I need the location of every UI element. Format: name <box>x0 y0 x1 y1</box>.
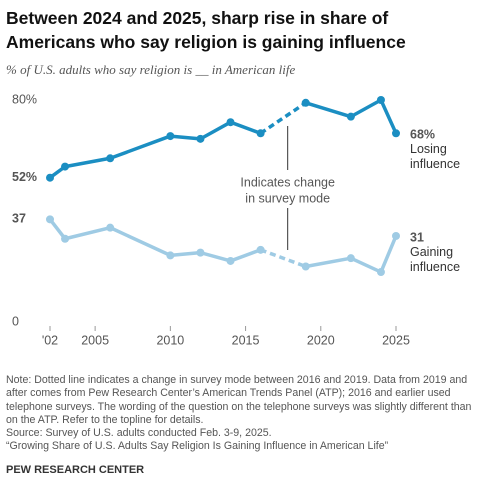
y-tick-label: 80% <box>12 92 37 106</box>
source: Source: Survey of U.S. adults conducted … <box>6 427 272 440</box>
point <box>166 251 175 260</box>
line-segment <box>260 248 307 269</box>
point <box>392 129 400 138</box>
annotation: Indicates change <box>240 175 335 189</box>
line-segment <box>305 101 352 119</box>
data-label: 68% <box>410 128 435 142</box>
line-segment <box>379 99 398 135</box>
line-segment <box>170 250 201 258</box>
line-segment <box>64 156 111 169</box>
line-segment <box>350 256 382 274</box>
x-tick-label: 2005 <box>81 333 109 347</box>
x-tick-label: 2025 <box>382 333 410 347</box>
line-segment <box>199 250 231 263</box>
point <box>61 162 70 171</box>
x-tick-label: 2020 <box>307 333 335 347</box>
y-tick-label: 0 <box>12 314 19 328</box>
line-segment <box>170 134 201 141</box>
citation: “Growing Share of U.S. Adults Say Religi… <box>6 440 389 453</box>
data-label: 52% <box>12 170 37 184</box>
note: Note: Dotted line indicates a change in … <box>6 374 472 426</box>
point <box>226 118 235 127</box>
point <box>301 98 310 107</box>
line-segment <box>350 98 382 119</box>
line-segment <box>305 256 352 269</box>
chart-subtitle: % of U.S. adults who say religion is __ … <box>6 62 296 77</box>
point <box>106 154 115 163</box>
footer: PEW RESEARCH CENTER <box>6 464 145 476</box>
point <box>46 215 54 224</box>
point <box>166 132 175 141</box>
point <box>346 254 355 263</box>
x-tick-label: 2010 <box>156 333 184 347</box>
line-segment <box>109 134 171 160</box>
line-segment <box>64 225 111 241</box>
point <box>376 268 385 277</box>
data-label: 31 <box>410 230 424 244</box>
legend-label: Losing influence <box>410 142 461 172</box>
point <box>106 223 115 232</box>
legend-label: Gaining influence <box>410 244 461 274</box>
line-segment <box>109 226 172 257</box>
point <box>376 96 385 104</box>
point <box>46 173 54 182</box>
notes: Note: Dotted line indicates a change in … <box>6 374 472 454</box>
point <box>196 248 205 257</box>
line-segment <box>229 248 262 263</box>
line-segment <box>379 235 398 273</box>
point <box>61 234 70 243</box>
point <box>301 262 310 271</box>
point <box>346 112 355 121</box>
x-tick-label: 2015 <box>232 333 260 347</box>
point <box>256 129 265 138</box>
line-segment <box>259 101 307 135</box>
annotation: in survey mode <box>245 191 330 205</box>
point <box>256 245 265 254</box>
line-segment <box>199 120 232 141</box>
x-tick-label: '02 <box>42 333 58 347</box>
point <box>392 231 400 240</box>
line-segment <box>229 120 262 135</box>
point <box>226 256 235 265</box>
line-segment <box>48 218 67 240</box>
point <box>196 134 205 143</box>
chart-title: Between 2024 and 2025, sharp rise in sha… <box>6 8 406 52</box>
data-label: 37 <box>12 212 26 226</box>
chart: 0 80% '02 2005 2010 2015 2020 2025 Indicates cha… <box>12 92 435 347</box>
